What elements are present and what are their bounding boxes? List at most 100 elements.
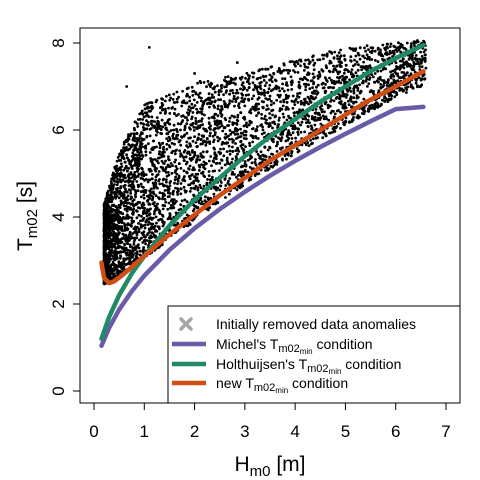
scatter-point [109,188,113,191]
scatter-point [121,246,125,250]
scatter-point [139,182,143,186]
scatter-point [362,112,365,115]
scatter-point [370,90,373,93]
scatter-point [228,102,231,105]
scatter-point [123,167,127,170]
scatter-point [122,249,126,253]
scatter-point [408,56,412,59]
scatter-point [264,74,268,78]
scatter-point [191,150,194,154]
scatter-point [250,161,254,165]
scatter-point [223,141,226,145]
scatter-point [348,46,352,50]
scatter-point [136,170,139,173]
scatter-point [354,71,358,75]
scatter-point [254,158,257,161]
scatter-point [139,140,142,144]
scatter-point [120,267,124,271]
scatter-point [163,112,167,115]
scatter-point [168,112,172,115]
scatter-point [419,58,422,62]
scatter-point [140,236,143,240]
scatter-point [339,126,342,130]
scatter-point [172,92,176,96]
scatter-point [320,110,324,114]
scatter-point [373,106,376,110]
scatter-point [353,112,356,116]
scatter-point [296,133,300,136]
x-axis-title-main: H [234,453,249,476]
scatter-point [148,236,152,240]
scatter-point [374,59,377,62]
scatter-point [161,224,165,228]
scatter-point [182,159,186,162]
scatter-point [366,109,370,113]
scatter-point [172,101,176,104]
scatter-point [311,72,315,76]
scatter-point [157,208,161,212]
scatter-point [245,88,249,92]
scatter-point [115,172,119,175]
scatter-point [320,68,324,72]
scatter-point [350,68,354,71]
scatter-point [176,193,180,196]
scatter-point [411,67,415,70]
scatter-point [143,103,147,107]
scatter-point [350,100,353,103]
y-tick-label: 4 [49,212,68,221]
scatter-point [219,90,223,93]
scatter-point [409,83,413,87]
scatter-point [397,46,400,49]
scatter-point [201,123,205,127]
scatter-point [127,173,130,177]
scatter-point [214,153,218,157]
scatter-point [373,49,377,53]
scatter-point [113,249,117,253]
scatter-point [121,178,125,182]
scatter-point [277,67,281,70]
scatter-point [262,89,266,92]
scatter-point [174,175,178,179]
scatter-point [236,128,240,132]
scatter-point [146,210,149,214]
scatter-point [414,54,418,57]
scatter-outlier [147,45,151,49]
scatter-point [208,105,211,109]
scatter-point [332,64,335,68]
scatter-point [173,107,177,111]
x-tick-label: 4 [290,422,299,441]
scatter-point [149,222,153,226]
scatter-point [240,92,244,96]
scatter-point [364,67,368,71]
scatter-point [200,96,203,100]
scatter-point [154,126,158,130]
scatter-point [253,85,257,89]
scatter-point [155,159,159,163]
scatter-point [147,115,151,119]
scatter-point [261,74,265,78]
scatter-point [191,94,195,97]
scatter-point [281,104,285,108]
series-lines [99,42,426,349]
scatter-point [352,64,355,68]
scatter-point [132,210,135,214]
scatter-point [212,192,216,196]
scatter-point [235,88,239,92]
scatter-point [254,163,258,167]
scatter-point [199,202,203,206]
scatter-point [242,148,246,152]
scatter-point [364,65,368,69]
scatter-point [133,170,137,174]
scatter-point [362,65,365,69]
scatter-point [188,157,192,161]
scatter-point [137,137,141,140]
scatter-point [358,57,362,61]
scatter-point [122,146,126,150]
scatter-point [151,202,155,206]
scatter-point [115,169,119,173]
scatter-point [111,222,115,226]
scatter-point [127,235,131,239]
scatter-point [162,222,166,226]
scatter-point [337,79,341,83]
scatter-point [119,203,123,206]
